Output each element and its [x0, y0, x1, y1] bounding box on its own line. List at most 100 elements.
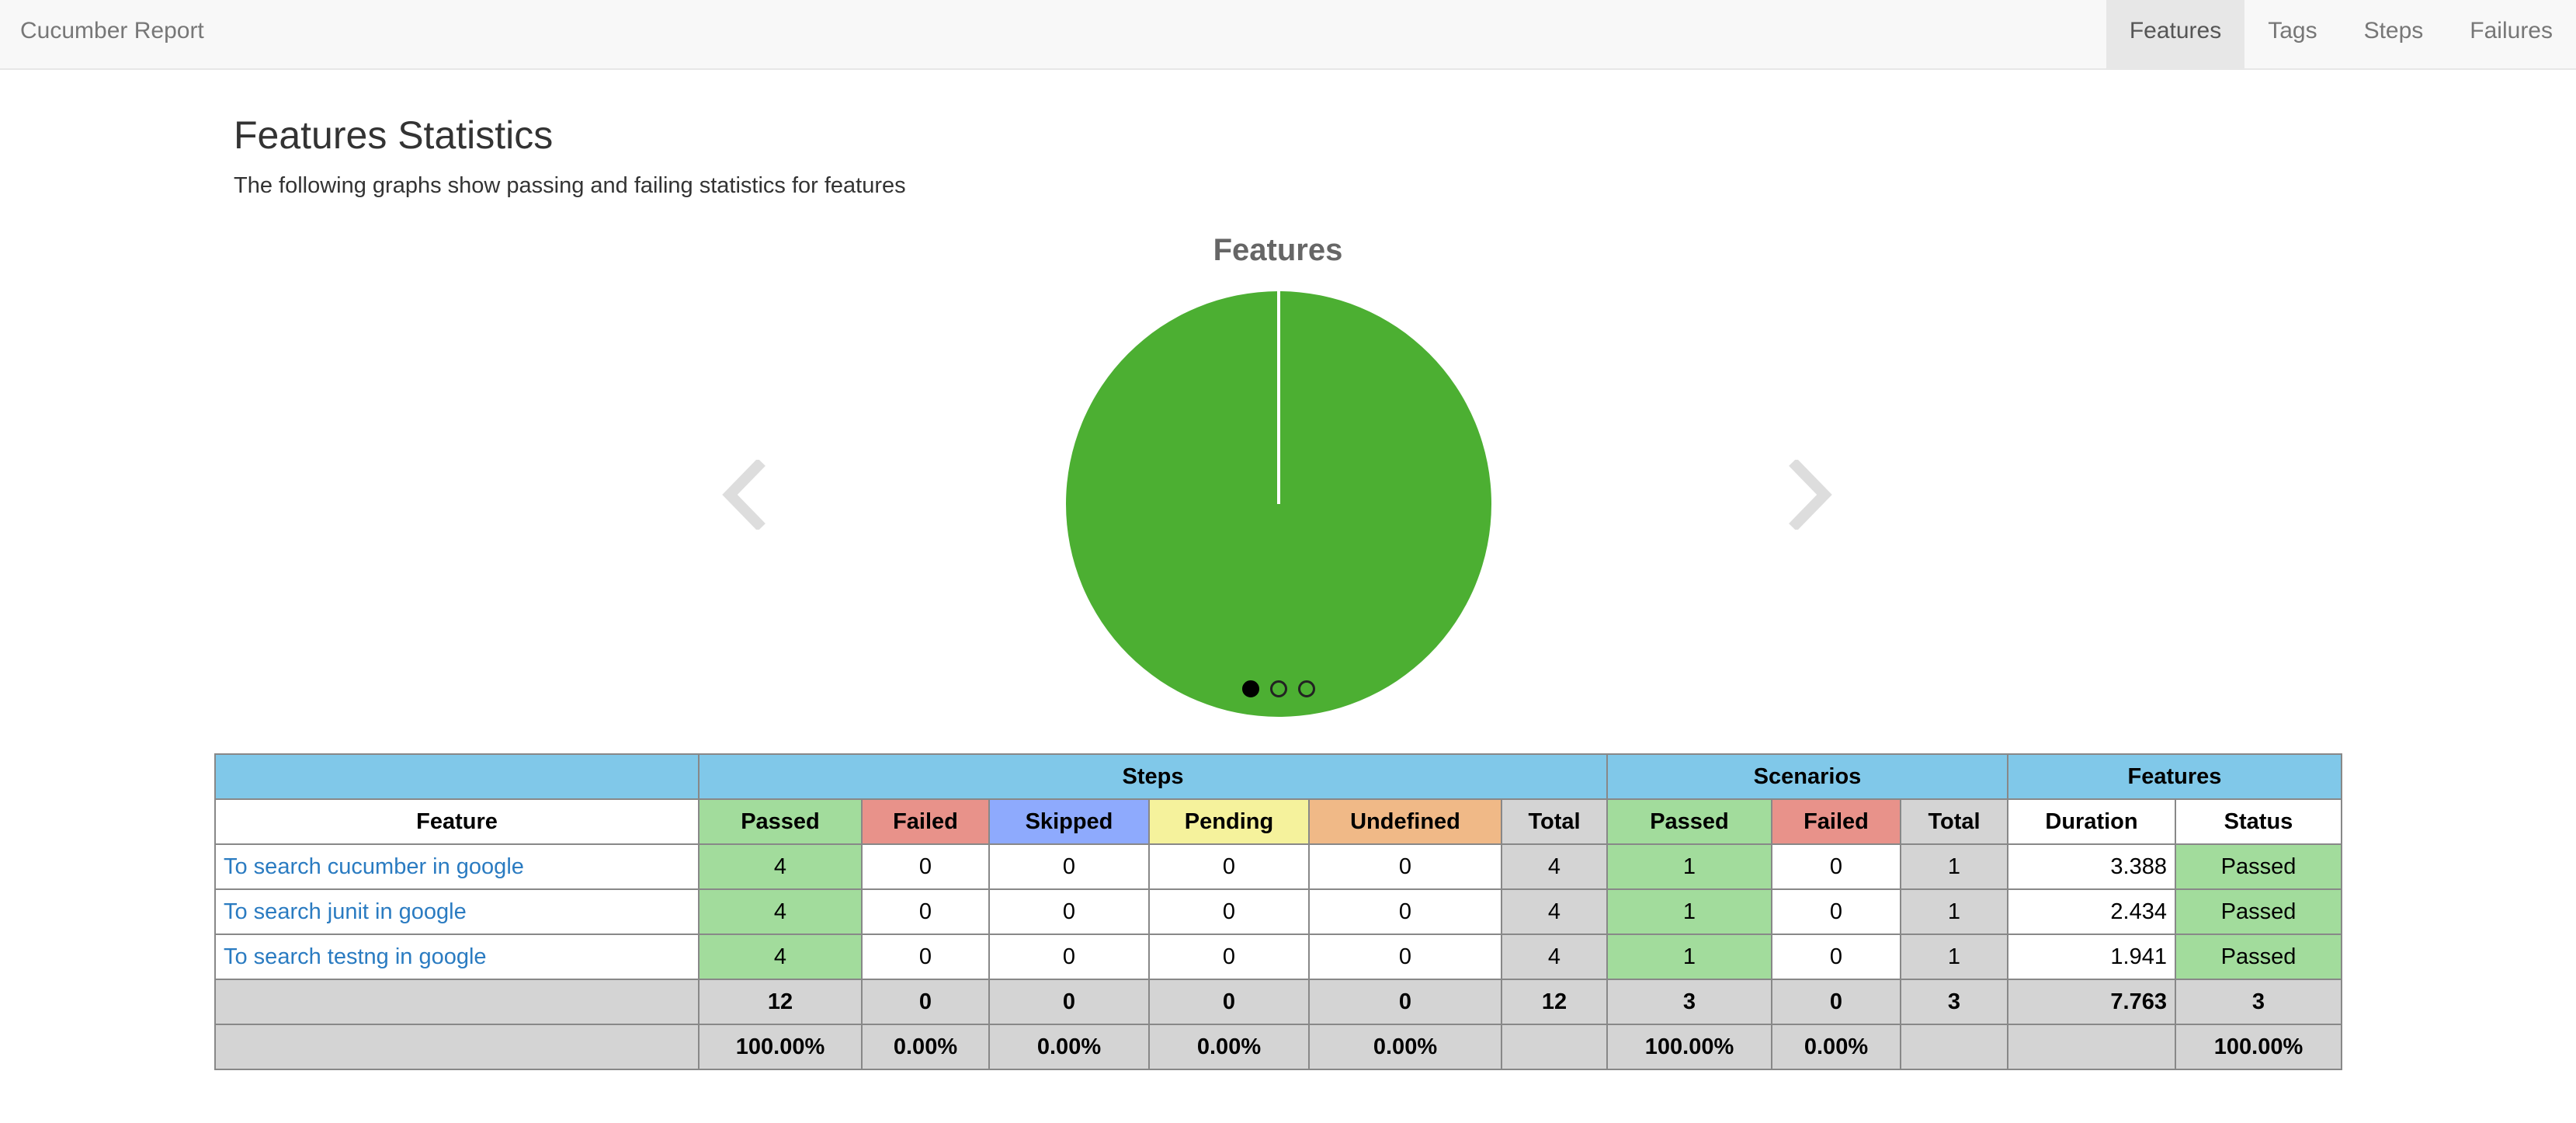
scenarios-total-cell: 1 [1900, 843, 2008, 890]
feature-link[interactable]: To search testng in google [224, 944, 487, 969]
carousel-indicators [1242, 680, 1315, 698]
carousel-prev-button[interactable] [713, 458, 775, 531]
navbar: Cucumber Report Features Tags Steps Fail… [0, 0, 2576, 70]
empty-header-cell [214, 753, 700, 800]
percent-scenarios-failed: 0.00% [1771, 1024, 1901, 1070]
steps-pending-cell: 0 [1148, 843, 1310, 890]
carousel-indicator-2[interactable] [1270, 680, 1287, 697]
percent-steps-total [1501, 1024, 1608, 1070]
total-steps-pending: 0 [1148, 979, 1310, 1025]
col-scenarios-total[interactable]: Total [1900, 798, 2008, 845]
col-duration[interactable]: Duration [2007, 798, 2176, 845]
total-steps-failed: 0 [861, 979, 990, 1025]
steps-group-header: Steps [698, 753, 1608, 800]
col-steps-total[interactable]: Total [1501, 798, 1608, 845]
duration-cell: 2.434 [2007, 888, 2176, 935]
duration-cell: 1.941 [2007, 934, 2176, 980]
steps-total-cell: 4 [1501, 934, 1608, 980]
scenarios-group-header: Scenarios [1606, 753, 2008, 800]
nav-item-tags[interactable]: Tags [2268, 18, 2317, 43]
total-scenarios-total: 3 [1900, 979, 2008, 1025]
feature-stats-table: Steps Scenarios Features Feature Passed … [214, 753, 2342, 1070]
col-steps-failed[interactable]: Failed [861, 798, 990, 845]
status-cell: Passed [2175, 934, 2342, 980]
scenarios-total-cell: 1 [1900, 888, 2008, 935]
carousel-indicator-1[interactable] [1242, 680, 1259, 697]
totals-label-cell [214, 979, 700, 1025]
scenarios-passed-cell: 1 [1606, 934, 1772, 980]
steps-skipped-cell: 0 [988, 888, 1150, 935]
steps-failed-cell: 0 [861, 843, 990, 890]
total-duration: 7.763 [2007, 979, 2176, 1025]
steps-pending-cell: 0 [1148, 888, 1310, 935]
scenarios-passed-cell: 1 [1606, 843, 1772, 890]
col-steps-pending[interactable]: Pending [1148, 798, 1310, 845]
steps-undefined-cell: 0 [1308, 888, 1502, 935]
percent-scenarios-passed: 100.00% [1606, 1024, 1772, 1070]
nav-item-failures[interactable]: Failures [2470, 18, 2553, 43]
col-steps-passed[interactable]: Passed [698, 798, 863, 845]
percent-steps-pending: 0.00% [1148, 1024, 1310, 1070]
total-steps-total: 12 [1501, 979, 1608, 1025]
percent-steps-undefined: 0.00% [1308, 1024, 1502, 1070]
steps-failed-cell: 0 [861, 888, 990, 935]
table-row: To search testng in google 4 0 0 0 0 4 1… [214, 934, 2342, 980]
percent-features-status: 100.00% [2175, 1024, 2342, 1070]
col-status[interactable]: Status [2175, 798, 2342, 845]
carousel-next-button[interactable] [1779, 458, 1842, 531]
steps-passed-cell: 4 [698, 888, 863, 935]
total-steps-skipped: 0 [988, 979, 1150, 1025]
col-feature[interactable]: Feature [214, 798, 700, 845]
percentages-row: 100.00% 0.00% 0.00% 0.00% 0.00% 100.00% … [214, 1024, 2342, 1070]
feature-name-cell: To search junit in google [214, 888, 700, 935]
col-steps-skipped[interactable]: Skipped [988, 798, 1150, 845]
page-title: Features Statistics [234, 113, 554, 157]
total-features-status: 3 [2175, 979, 2342, 1025]
chevron-left-icon [722, 458, 766, 531]
scenarios-failed-cell: 0 [1771, 934, 1901, 980]
duration-cell: 3.388 [2007, 843, 2176, 890]
nav-item-steps[interactable]: Steps [2363, 18, 2424, 43]
table-row: To search junit in google 4 0 0 0 0 4 1 … [214, 888, 2342, 935]
col-scenarios-passed[interactable]: Passed [1606, 798, 1772, 845]
steps-skipped-cell: 0 [988, 934, 1150, 980]
totals-row: 12 0 0 0 0 12 3 0 3 7.763 3 [214, 979, 2342, 1025]
scenarios-passed-cell: 1 [1606, 888, 1772, 935]
steps-passed-cell: 4 [698, 843, 863, 890]
steps-undefined-cell: 0 [1308, 934, 1502, 980]
status-cell: Passed [2175, 888, 2342, 935]
col-scenarios-failed[interactable]: Failed [1771, 798, 1901, 845]
feature-name-cell: To search cucumber in google [214, 843, 700, 890]
status-cell: Passed [2175, 843, 2342, 890]
group-header-row: Steps Scenarios Features [214, 753, 2342, 800]
steps-total-cell: 4 [1501, 843, 1608, 890]
percent-label-cell [214, 1024, 700, 1070]
carousel-indicator-3[interactable] [1298, 680, 1315, 697]
feature-name-cell: To search testng in google [214, 934, 700, 980]
nav-item-features[interactable]: Features [2106, 0, 2245, 68]
steps-skipped-cell: 0 [988, 843, 1150, 890]
scenarios-failed-cell: 0 [1771, 888, 1901, 935]
percent-steps-passed: 100.00% [698, 1024, 863, 1070]
steps-pending-cell: 0 [1148, 934, 1310, 980]
steps-failed-cell: 0 [861, 934, 990, 980]
total-steps-undefined: 0 [1308, 979, 1502, 1025]
steps-total-cell: 4 [1501, 888, 1608, 935]
features-group-header: Features [2007, 753, 2342, 800]
chart-title: Features [1213, 233, 1343, 267]
page-subtitle: The following graphs show passing and fa… [234, 173, 906, 198]
chevron-right-icon [1789, 458, 1832, 531]
column-header-row: Feature Passed Failed Skipped Pending Un… [214, 798, 2342, 845]
scenarios-failed-cell: 0 [1771, 843, 1901, 890]
table-row: To search cucumber in google 4 0 0 0 0 4… [214, 843, 2342, 890]
col-steps-undefined[interactable]: Undefined [1308, 798, 1502, 845]
feature-link[interactable]: To search cucumber in google [224, 854, 524, 879]
percent-duration [2007, 1024, 2176, 1070]
steps-undefined-cell: 0 [1308, 843, 1502, 890]
scenarios-total-cell: 1 [1900, 934, 2008, 980]
percent-steps-skipped: 0.00% [988, 1024, 1150, 1070]
percent-scenarios-total [1900, 1024, 2008, 1070]
feature-link[interactable]: To search junit in google [224, 899, 467, 924]
brand-link[interactable]: Cucumber Report [20, 18, 204, 43]
steps-passed-cell: 4 [698, 934, 863, 980]
